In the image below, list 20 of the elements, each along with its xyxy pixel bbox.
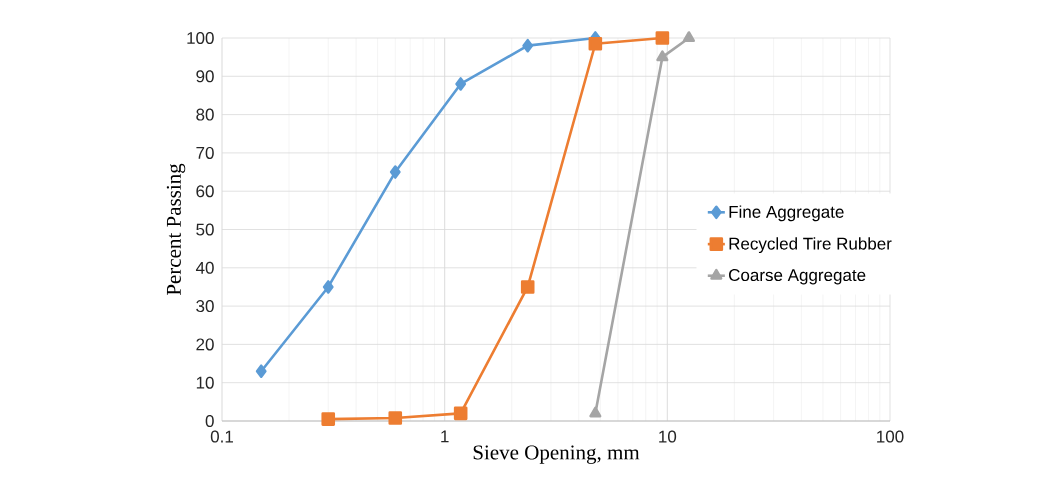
x-tick-label: 10 — [659, 430, 677, 443]
y-tick-label: 90 — [196, 70, 214, 83]
y-tick-label: 40 — [195, 261, 214, 274]
y-axis-title: Percent Passing — [166, 163, 186, 296]
y-tick-label: 50 — [196, 223, 214, 236]
x-tick-label: 1 — [441, 430, 449, 443]
legend-label: Recycled Tire Rubber — [729, 237, 892, 254]
x-tick-label: 0.1 — [210, 430, 233, 443]
y-tick-label: 60 — [196, 185, 214, 198]
x-tick-label: 100 — [877, 430, 904, 443]
y-tick-label: 20 — [196, 338, 214, 351]
y-tick-label: 80 — [196, 108, 214, 121]
y-tick-label: 30 — [196, 300, 214, 313]
y-tick-label: 100 — [187, 31, 214, 45]
y-tick-label: 0 — [205, 414, 214, 428]
x-axis-title: Sieve Opening, mm — [473, 445, 640, 464]
legend-label: Fine Aggregate — [729, 205, 844, 222]
y-tick-label: 10 — [196, 376, 214, 389]
y-tick-label: 70 — [196, 146, 214, 159]
legend-label: Coarse Aggregate — [729, 269, 866, 285]
